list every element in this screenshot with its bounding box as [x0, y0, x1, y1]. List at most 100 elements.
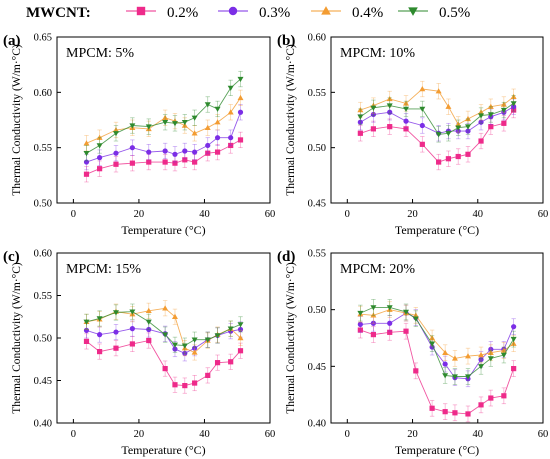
- data-point-0.2%: [146, 337, 152, 344]
- data-point-0.5%: [478, 364, 485, 370]
- x-tick-label: 0: [345, 429, 350, 440]
- data-point-0.2%: [501, 120, 507, 126]
- data-point-0.5%: [83, 150, 90, 157]
- panel-label: (d): [277, 249, 295, 265]
- data-point-0.3%: [403, 118, 409, 124]
- data-point-0.4%: [478, 352, 485, 358]
- data-point-0.4%: [386, 95, 393, 102]
- data-point-0.4%: [145, 307, 152, 314]
- data-point-0.2%: [83, 171, 90, 177]
- data-point-0.4%: [237, 335, 244, 341]
- data-point-0.5%: [357, 310, 364, 317]
- data-point-0.3%: [357, 321, 363, 327]
- panel-b: 0 20 40 60 0.45 0.50 0.55 0.60 Temperature (°C) T…: [277, 33, 548, 238]
- data-point-0.2%: [228, 142, 234, 149]
- x-tick-label: 20: [407, 429, 418, 440]
- data-point-0.2%: [419, 141, 425, 147]
- data-point-0.2%: [403, 328, 409, 334]
- data-point-0.5%: [237, 322, 244, 328]
- data-point-0.2%: [172, 160, 178, 166]
- series-0.2%: [83, 131, 244, 183]
- series-0.4%: [357, 80, 517, 133]
- data-point-0.5%: [214, 106, 221, 112]
- data-point-0.2%: [162, 159, 168, 165]
- data-point-0.3%: [97, 332, 103, 338]
- y-tick-label: 0.60: [34, 88, 52, 99]
- x-tick-label: 60: [538, 209, 549, 220]
- data-point-0.5%: [227, 326, 234, 332]
- y-tick-label: 0.50: [34, 334, 52, 345]
- x-tick-label: 0: [71, 209, 76, 220]
- data-point-0.5%: [403, 106, 410, 112]
- series-0.5%: [357, 95, 517, 143]
- y-tick-label: 0.40: [308, 419, 326, 430]
- data-point-0.5%: [96, 316, 103, 322]
- data-point-0.2%: [83, 338, 90, 344]
- data-point-0.5%: [412, 316, 419, 322]
- legend-marker-0.3%: [228, 6, 238, 16]
- y-tick-label: 0.60: [308, 33, 326, 44]
- data-point-0.3%: [129, 145, 135, 151]
- panel-label: (a): [3, 33, 21, 49]
- data-point-0.5%: [181, 343, 188, 349]
- data-point-0.3%: [97, 155, 103, 161]
- x-tick-label: 0: [345, 209, 350, 220]
- data-point-0.2%: [357, 327, 363, 333]
- y-tick-label: 0.50: [308, 143, 326, 154]
- y-tick-label: 0.50: [308, 305, 326, 316]
- x-axis-label: Temperature (°C): [395, 443, 479, 457]
- data-point-0.3%: [357, 119, 363, 125]
- data-point-0.3%: [465, 128, 471, 134]
- y-tick-label: 0.55: [308, 88, 326, 99]
- data-point-0.2%: [478, 402, 484, 408]
- data-point-0.2%: [387, 124, 393, 130]
- data-point-0.3%: [387, 320, 393, 326]
- data-point-0.2%: [511, 366, 517, 372]
- legend-label-0.5%: 0.5%: [439, 5, 470, 21]
- data-point-0.2%: [228, 359, 234, 365]
- panel-annotation: MPCM: 5%: [66, 46, 134, 61]
- data-point-0.5%: [357, 114, 364, 120]
- panel-d: 0 20 40 60 0.40 0.45 0.50 0.55 Temperature (°C) T…: [277, 249, 548, 458]
- data-point-0.2%: [478, 138, 484, 144]
- x-tick-label: 40: [199, 429, 210, 440]
- data-point-0.2%: [182, 383, 188, 389]
- data-point-0.5%: [487, 112, 494, 118]
- data-point-0.2%: [465, 411, 471, 417]
- data-point-0.5%: [386, 305, 393, 311]
- data-point-0.5%: [96, 143, 103, 149]
- data-point-0.5%: [419, 106, 426, 112]
- data-point-0.4%: [214, 119, 221, 125]
- data-point-0.2%: [413, 368, 419, 374]
- x-axis-label: Temperature (°C): [121, 443, 205, 457]
- data-point-0.5%: [129, 309, 136, 315]
- data-point-0.5%: [181, 120, 188, 126]
- data-point-0.4%: [442, 349, 449, 355]
- data-point-0.3%: [162, 148, 168, 154]
- data-point-0.2%: [192, 380, 198, 386]
- data-point-0.5%: [445, 131, 452, 137]
- data-point-0.4%: [162, 305, 169, 311]
- data-point-0.2%: [182, 157, 188, 163]
- data-point-0.2%: [501, 393, 507, 399]
- data-point-0.5%: [510, 101, 517, 107]
- data-point-0.2%: [205, 150, 211, 156]
- data-point-0.5%: [510, 336, 517, 343]
- data-point-0.2%: [162, 366, 168, 372]
- legend-label-0.4%: 0.4%: [352, 5, 383, 21]
- data-point-0.3%: [478, 119, 484, 125]
- data-point-0.2%: [237, 137, 244, 143]
- data-point-0.5%: [191, 115, 198, 121]
- y-tick-label: 0.65: [34, 33, 52, 44]
- data-point-0.3%: [237, 326, 244, 333]
- data-point-0.4%: [487, 349, 494, 355]
- data-point-0.3%: [182, 148, 188, 154]
- data-point-0.2%: [387, 329, 393, 335]
- legend-marker-0.5%: [408, 7, 418, 16]
- x-tick-label: 20: [134, 429, 145, 440]
- data-point-0.4%: [191, 349, 198, 355]
- data-point-0.4%: [487, 103, 494, 109]
- y-tick-label: 0.45: [308, 199, 326, 210]
- data-point-0.4%: [227, 109, 234, 115]
